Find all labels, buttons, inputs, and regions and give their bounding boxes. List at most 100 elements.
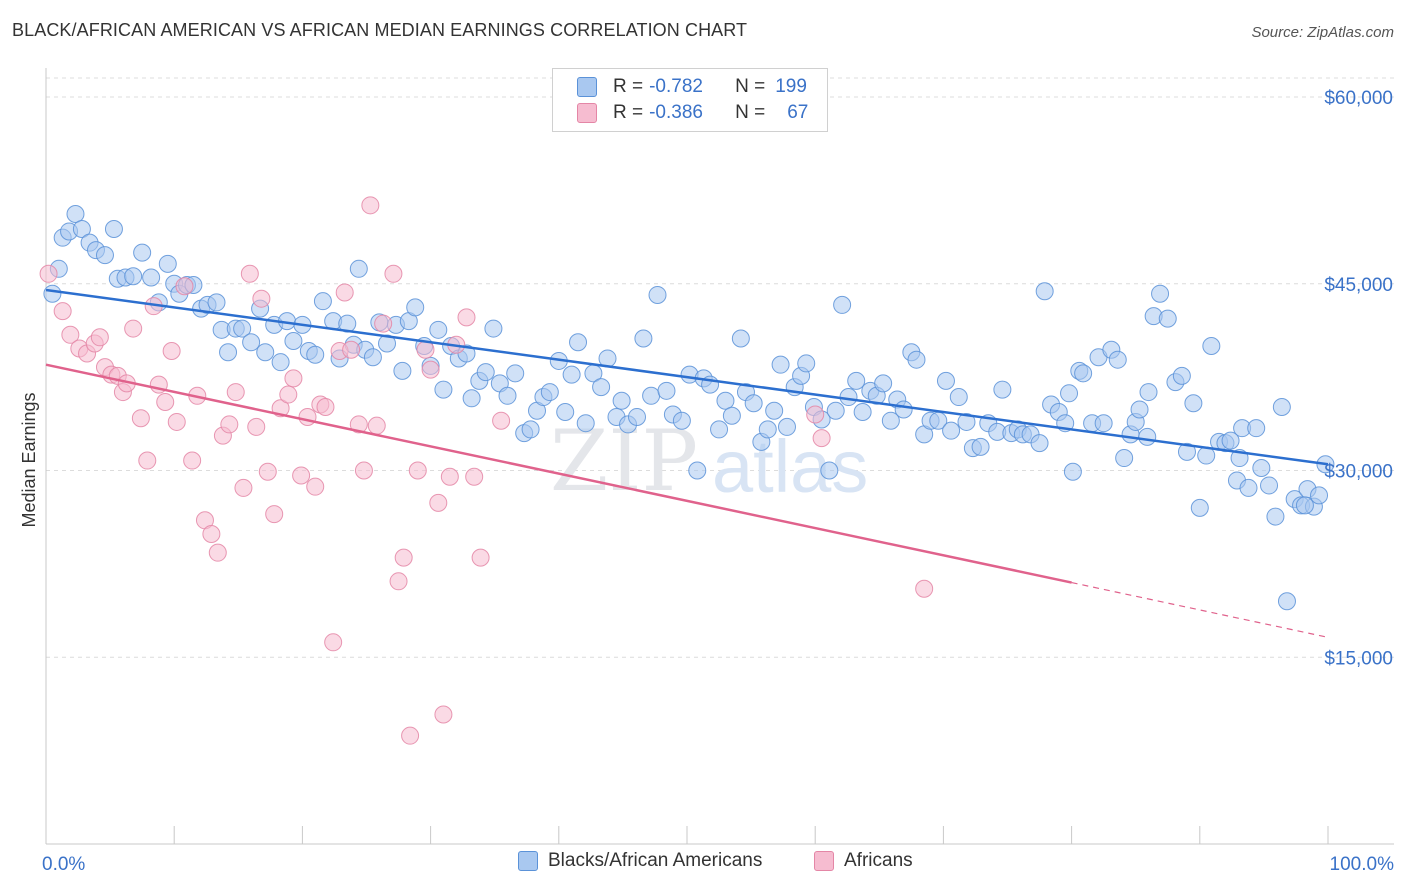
point-blacks xyxy=(1184,394,1203,413)
point-africans xyxy=(374,314,393,333)
point-africans xyxy=(240,264,259,283)
data-points xyxy=(39,196,1335,745)
point-blacks xyxy=(907,350,926,369)
legend-swatch-blue xyxy=(577,77,597,97)
point-blacks xyxy=(43,284,62,303)
point-blacks xyxy=(1310,486,1329,505)
point-blacks xyxy=(628,407,647,426)
point-africans xyxy=(457,308,476,327)
point-blacks xyxy=(133,243,152,262)
point-africans xyxy=(408,461,427,480)
source-credit: Source: ZipAtlas.com xyxy=(1251,24,1394,41)
point-blacks xyxy=(833,295,852,314)
point-blacks xyxy=(219,343,238,362)
point-blacks xyxy=(993,380,1012,399)
point-blacks xyxy=(957,412,976,431)
y-tick-label: $30,000 xyxy=(1324,462,1393,483)
x-tick-label-end: 100.0% xyxy=(1330,854,1395,875)
point-blacks xyxy=(256,343,275,362)
bottom-legend-label: Blacks/African Americans xyxy=(548,850,763,871)
point-blacks xyxy=(462,389,481,408)
point-blacks xyxy=(1190,498,1209,517)
point-blacks xyxy=(1239,478,1258,497)
point-blacks xyxy=(95,246,114,265)
y-tick-label: $45,000 xyxy=(1324,275,1393,296)
point-blacks xyxy=(1202,337,1221,355)
legend-r-value: -0.782 xyxy=(649,76,703,97)
point-blacks xyxy=(797,354,816,373)
point-blacks xyxy=(1030,434,1049,453)
point-africans xyxy=(384,264,403,283)
trend-line-blacks xyxy=(45,288,1329,466)
point-blacks xyxy=(936,371,955,390)
point-blacks xyxy=(72,219,91,238)
point-blacks xyxy=(1158,309,1177,328)
point-africans xyxy=(306,477,325,496)
point-blacks xyxy=(881,411,900,430)
point-blacks xyxy=(1094,414,1113,433)
point-blacks xyxy=(716,391,735,410)
point-blacks xyxy=(771,355,790,374)
point-blacks xyxy=(710,420,729,439)
point-blacks xyxy=(434,380,453,399)
point-africans xyxy=(298,407,317,426)
point-blacks xyxy=(731,329,750,348)
point-blacks xyxy=(556,402,575,421)
trend-line-africans-extension xyxy=(1071,581,1329,638)
point-blacks xyxy=(777,417,796,436)
point-blacks xyxy=(476,363,495,382)
point-blacks xyxy=(1151,284,1170,303)
bottom-legend-africans: Africans xyxy=(814,850,913,872)
point-blacks xyxy=(313,292,332,311)
bottom-legend-blacks: Blacks/African Americans xyxy=(518,850,762,872)
point-blacks xyxy=(104,219,123,238)
point-blacks xyxy=(1266,507,1285,526)
point-blacks xyxy=(233,319,252,338)
point-blacks xyxy=(1060,384,1079,403)
legend-n-value: 67 xyxy=(787,102,809,123)
point-blacks xyxy=(1177,442,1196,461)
point-blacks xyxy=(521,420,540,439)
point-africans xyxy=(349,415,368,434)
point-africans xyxy=(342,340,361,359)
bottom-swatch-pink xyxy=(814,851,834,871)
legend-swatch-pink xyxy=(577,103,597,123)
point-blacks xyxy=(1221,431,1240,450)
legend-row-africans: R = -0.386 N = 67 xyxy=(577,101,808,125)
point-blacks xyxy=(942,421,961,440)
legend-r-label: R = xyxy=(613,102,644,123)
point-blacks xyxy=(648,285,667,304)
point-blacks xyxy=(158,254,177,273)
point-blacks xyxy=(406,298,425,317)
point-blacks xyxy=(1139,383,1158,402)
point-africans xyxy=(162,341,181,360)
point-blacks xyxy=(853,402,872,421)
point-blacks xyxy=(1277,592,1296,611)
point-africans xyxy=(416,340,435,359)
point-blacks xyxy=(378,334,397,353)
point-blacks xyxy=(429,320,448,339)
point-blacks xyxy=(124,267,143,286)
point-blacks xyxy=(393,361,412,380)
point-africans xyxy=(124,319,143,338)
point-africans xyxy=(812,429,831,448)
legend-r-value: -0.386 xyxy=(649,102,703,123)
legend-n-label: N = xyxy=(735,102,766,123)
point-africans xyxy=(167,412,186,431)
point-blacks xyxy=(242,333,261,352)
point-africans xyxy=(183,451,202,470)
point-blacks xyxy=(826,401,845,420)
point-blacks xyxy=(758,420,777,439)
point-blacks xyxy=(874,374,893,393)
point-blacks xyxy=(569,333,588,352)
y-tick-label: $15,000 xyxy=(1324,648,1393,669)
point-blacks xyxy=(306,345,325,364)
point-blacks xyxy=(820,461,839,480)
point-africans xyxy=(434,705,453,724)
legend-r-label: R = xyxy=(613,76,644,97)
point-blacks xyxy=(1260,476,1279,495)
point-blacks xyxy=(1063,462,1082,481)
y-tick-label: $60,000 xyxy=(1324,88,1393,109)
chart-title: BLACK/AFRICAN AMERICAN VS AFRICAN MEDIAN… xyxy=(12,20,748,40)
